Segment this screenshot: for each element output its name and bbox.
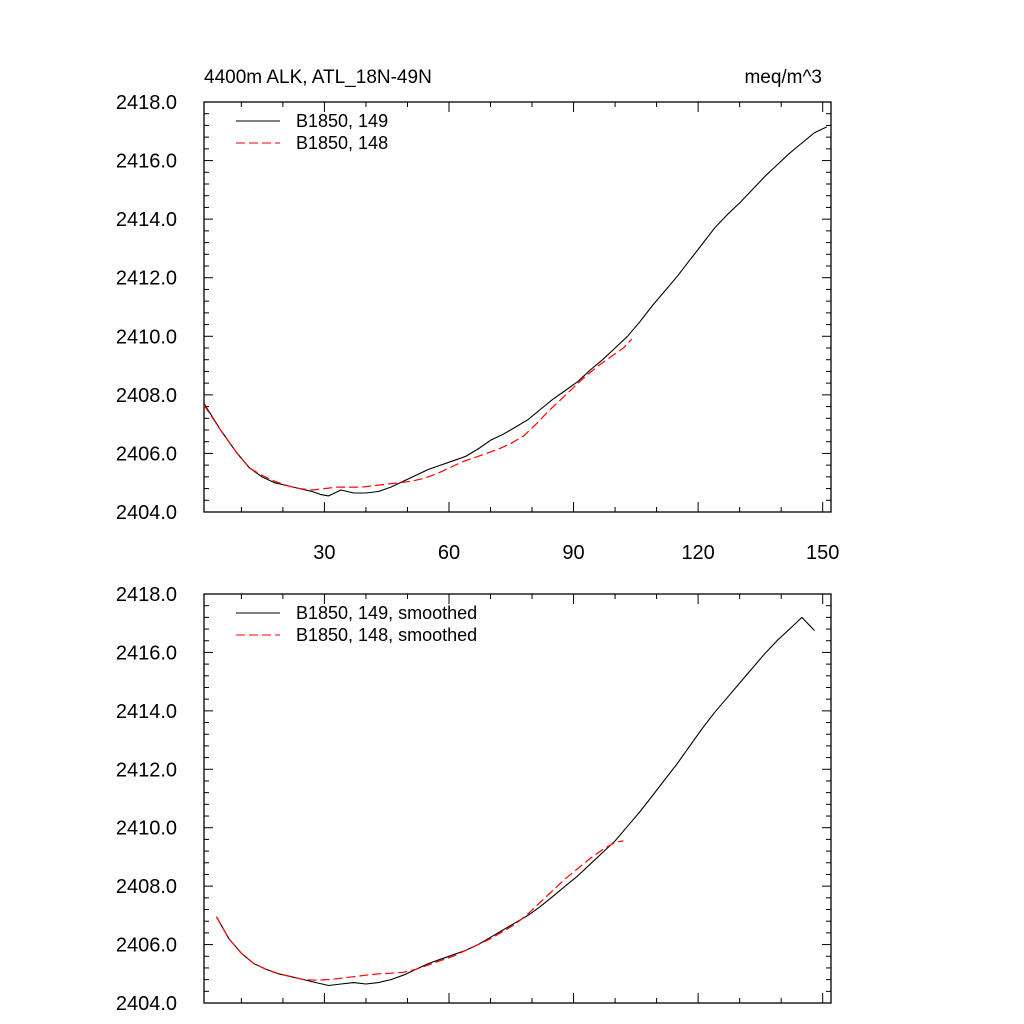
- y-tick-label: 2416.0: [116, 151, 177, 173]
- units-label: meq/m^3: [744, 67, 822, 88]
- y-tick-label: 2408.0: [116, 385, 177, 407]
- y-tick-label: 2406.0: [116, 935, 177, 957]
- series-line-1: [203, 126, 828, 497]
- series-line-2: [215, 840, 624, 981]
- y-tick-label: 2412.0: [116, 268, 177, 290]
- x-tick-label: 150: [806, 542, 839, 564]
- y-tick-label: 2404.0: [116, 502, 177, 524]
- legend-label: B1850, 149: [296, 111, 388, 131]
- y-tick-label: 2414.0: [116, 701, 177, 723]
- panel-bottom: 2404.0 2406.0 2408.0 2410.0 2412.0 2414.0 2416…: [116, 584, 832, 1015]
- x-tick-label: 60: [438, 542, 460, 564]
- y-tick-label: 2406.0: [116, 443, 177, 465]
- series-line-1: [216, 616, 815, 987]
- plot-title: 4400m ALK, ATL_18N-49N: [204, 67, 432, 88]
- y-tick-label: 2408.0: [116, 876, 177, 898]
- series-line-2: [203, 338, 633, 491]
- y-tick-label: 2412.0: [116, 759, 177, 781]
- legend-label: B1850, 148, smoothed: [296, 625, 477, 645]
- x-tick-label: 30: [313, 542, 335, 564]
- y-tick-label: 2414.0: [116, 209, 177, 231]
- y-tick-label: 2410.0: [116, 326, 177, 348]
- plot-frame: [203, 593, 832, 1004]
- y-tick-label: 2404.0: [116, 993, 177, 1015]
- y-tick-label: 2418.0: [116, 92, 177, 114]
- legend-label: B1850, 148: [296, 133, 388, 153]
- y-tick-label: 2410.0: [116, 818, 177, 840]
- y-tick-label: 2416.0: [116, 642, 177, 664]
- x-tick-label: 90: [562, 542, 584, 564]
- panel-top: 2404.0 2406.0 2408.0 2410.0 2412.0 2414.0 2416…: [116, 92, 840, 564]
- plot-frame: [203, 101, 832, 513]
- legend-label: B1850, 149, smoothed: [296, 603, 477, 623]
- x-tick-label: 120: [681, 542, 714, 564]
- y-tick-label: 2418.0: [116, 584, 177, 606]
